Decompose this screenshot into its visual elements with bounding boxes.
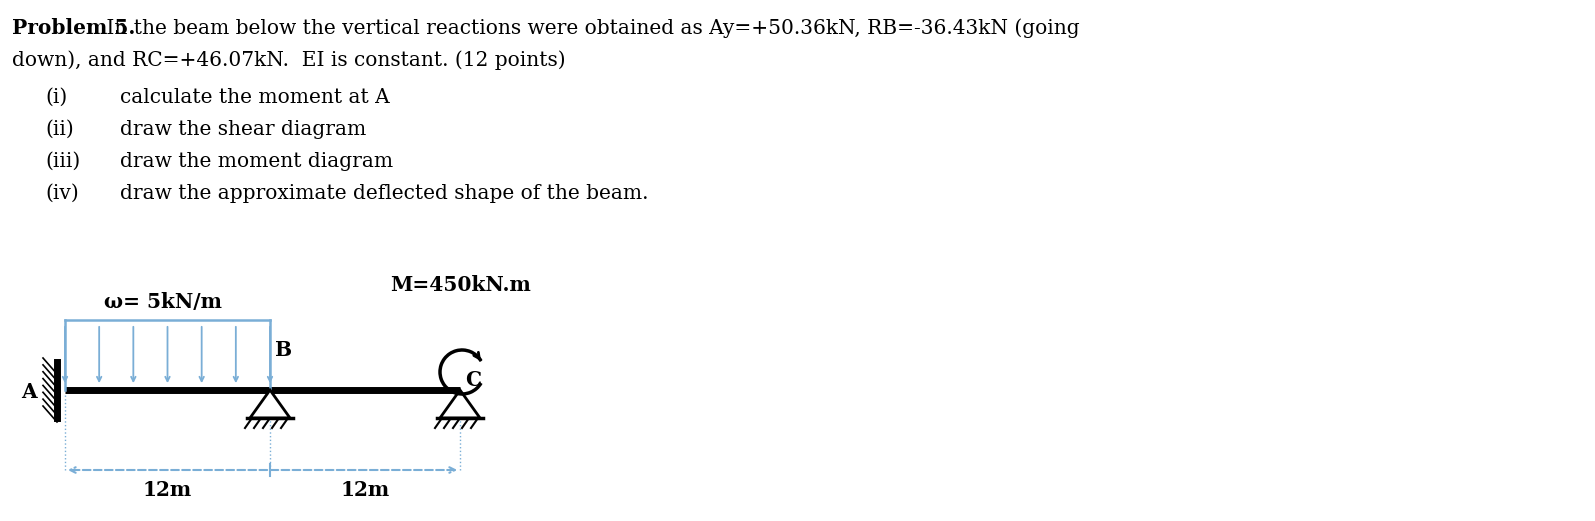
Polygon shape: [440, 390, 480, 418]
Text: M=450kN.m: M=450kN.m: [391, 275, 531, 295]
Text: (i): (i): [45, 88, 67, 107]
Text: draw the shear diagram: draw the shear diagram: [120, 120, 367, 139]
Text: C: C: [466, 370, 482, 390]
Text: A: A: [21, 382, 37, 402]
Text: down), and RC=+46.07kN.  EI is constant. (12 points): down), and RC=+46.07kN. EI is constant. …: [13, 50, 566, 70]
Text: draw the moment diagram: draw the moment diagram: [120, 152, 392, 171]
Text: calculate the moment at A: calculate the moment at A: [120, 88, 389, 107]
Polygon shape: [250, 390, 290, 418]
Text: 12m: 12m: [144, 480, 191, 500]
Text: Problem 5.: Problem 5.: [13, 18, 136, 38]
Text: In the beam below the vertical reactions were obtained as Ay=+50.36kN, RB=-36.43: In the beam below the vertical reactions…: [100, 18, 1080, 38]
Text: B: B: [274, 340, 292, 360]
Text: 12m: 12m: [340, 480, 389, 500]
Text: ω= 5kN/m: ω= 5kN/m: [104, 292, 222, 312]
Text: (ii): (ii): [45, 120, 73, 139]
Text: (iv): (iv): [45, 184, 78, 203]
Text: (iii): (iii): [45, 152, 80, 171]
Text: draw the approximate deflected shape of the beam.: draw the approximate deflected shape of …: [120, 184, 649, 203]
